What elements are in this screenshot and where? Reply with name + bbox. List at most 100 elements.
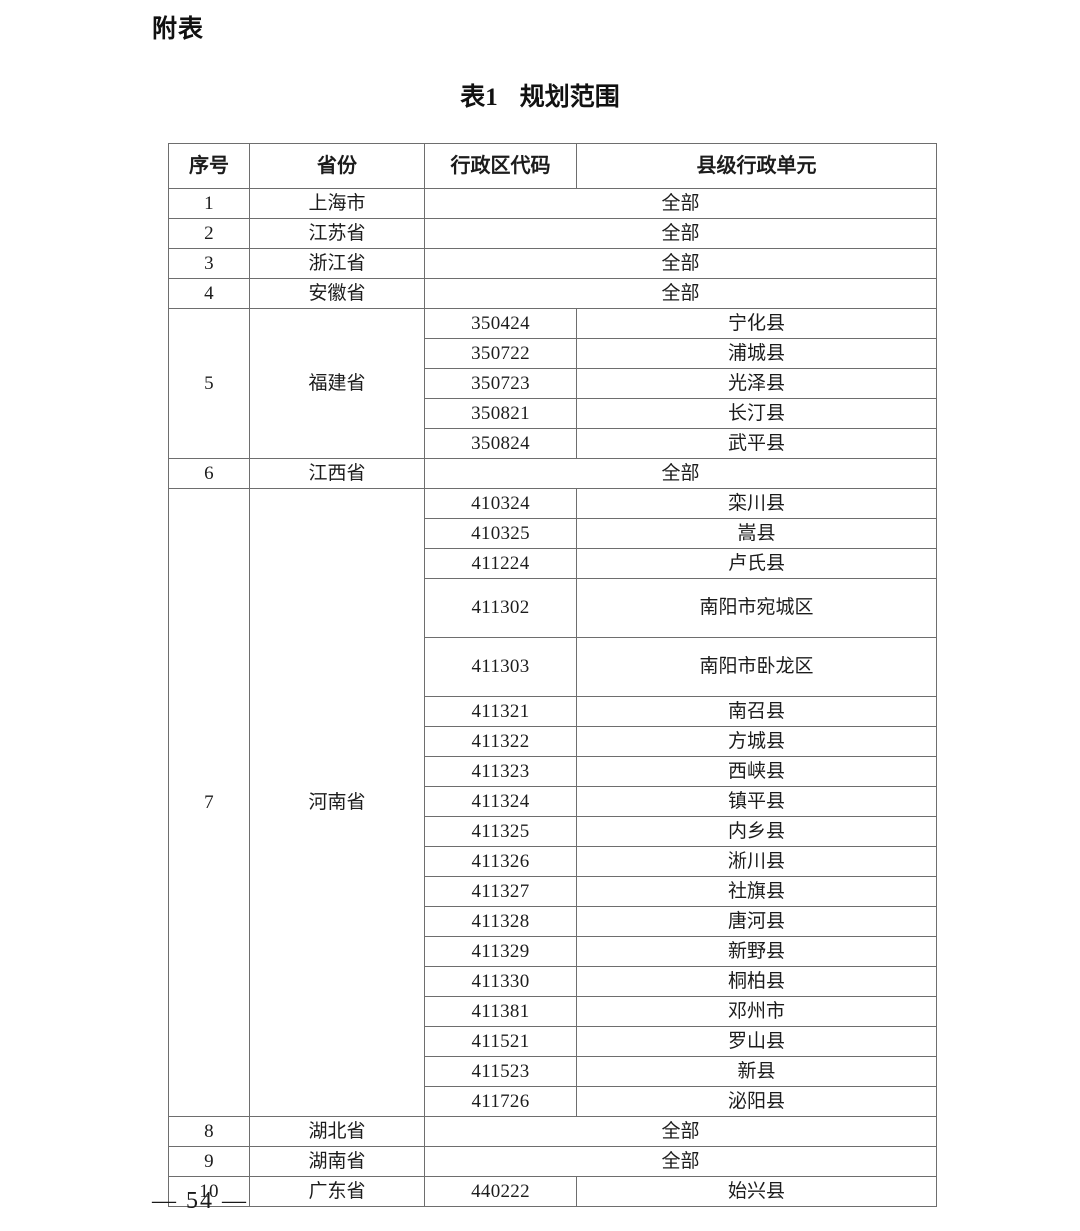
table-row: 4 安徽省 全部 bbox=[168, 278, 937, 309]
cell-admin-code: 350723 bbox=[424, 368, 577, 399]
cell-county-unit: 罗山县 bbox=[576, 1026, 937, 1057]
cell-county-unit: 光泽县 bbox=[576, 368, 937, 399]
cell-county-unit: 浦城县 bbox=[576, 338, 937, 369]
cell-admin-code: 411324 bbox=[424, 786, 577, 817]
cell-province: 江苏省 bbox=[249, 218, 425, 249]
cell-admin-code: 350824 bbox=[424, 428, 577, 459]
cell-county-unit: 唐河县 bbox=[576, 906, 937, 937]
cell-county-unit: 桐柏县 bbox=[576, 966, 937, 997]
cell-county-unit: 新野县 bbox=[576, 936, 937, 967]
table-row: 411303 南阳市卧龙区 bbox=[169, 637, 937, 697]
cell-admin-code: 411326 bbox=[424, 846, 577, 877]
column-header-seq: 序号 bbox=[168, 143, 250, 189]
cell-admin-code: 411726 bbox=[424, 1086, 577, 1117]
cell-province: 安徽省 bbox=[249, 278, 425, 309]
cell-seq: 4 bbox=[168, 278, 250, 309]
table-row: 350723 光泽县 bbox=[169, 368, 937, 399]
table-row: 9 湖南省 全部 bbox=[168, 1146, 937, 1177]
cell-county-unit: 镇平县 bbox=[576, 786, 937, 817]
table-caption: 表1 规划范围 bbox=[0, 80, 1080, 115]
table-row: 411324 镇平县 bbox=[169, 786, 937, 817]
cell-all-units: 全部 bbox=[424, 248, 937, 279]
table-row: 411726 泌阳县 bbox=[169, 1086, 937, 1117]
cell-admin-code: 411521 bbox=[424, 1026, 577, 1057]
table-caption-label: 表 bbox=[460, 83, 486, 111]
cell-seq: 2 bbox=[168, 218, 250, 249]
cell-seq: 3 bbox=[168, 248, 250, 279]
planning-range-table: 序号 省份 行政区代码 县级行政单元 1 上海市 全部 2 江苏省 全部 3 浙江省 全部 4 安徽… bbox=[168, 143, 937, 1207]
cell-all-units: 全部 bbox=[424, 1116, 937, 1147]
cell-admin-code: 411224 bbox=[424, 548, 577, 579]
page-number-footer: — 54 — bbox=[152, 1188, 248, 1214]
table-row: 411322 方城县 bbox=[169, 726, 937, 757]
cell-province: 上海市 bbox=[249, 188, 425, 219]
cell-county-unit: 嵩县 bbox=[576, 518, 937, 549]
table-row: 10 广东省 440222 始兴县 bbox=[168, 1176, 937, 1207]
cell-province: 福建省 bbox=[249, 308, 425, 459]
cell-county-unit: 内乡县 bbox=[576, 816, 937, 847]
cell-admin-code: 411323 bbox=[424, 756, 577, 787]
column-header-county-unit: 县级行政单元 bbox=[576, 143, 937, 189]
cell-seq: 6 bbox=[168, 458, 250, 489]
cell-county-unit: 社旗县 bbox=[576, 876, 937, 907]
cell-province: 浙江省 bbox=[249, 248, 425, 279]
cell-admin-code: 350722 bbox=[424, 338, 577, 369]
cell-all-units: 全部 bbox=[424, 458, 937, 489]
cell-admin-code: 411523 bbox=[424, 1056, 577, 1087]
cell-admin-code: 410324 bbox=[424, 488, 577, 519]
cell-county-unit: 武平县 bbox=[576, 428, 937, 459]
cell-county-unit: 新县 bbox=[576, 1056, 937, 1087]
cell-admin-code: 350821 bbox=[424, 398, 577, 429]
cell-admin-code: 411303 bbox=[424, 637, 577, 697]
table-row: 350824 武平县 bbox=[169, 428, 937, 459]
table-body: 1 上海市 全部 2 江苏省 全部 3 浙江省 全部 4 安徽省 全部 5 福建省 350424 宁化县 350… bbox=[168, 188, 937, 1207]
cell-admin-code: 410325 bbox=[424, 518, 577, 549]
table-row: 1 上海市 全部 bbox=[168, 188, 937, 219]
cell-county-unit: 宁化县 bbox=[576, 308, 937, 339]
column-header-admin-code: 行政区代码 bbox=[424, 143, 577, 189]
cell-province: 江西省 bbox=[249, 458, 425, 489]
cell-province: 广东省 bbox=[249, 1176, 425, 1207]
cell-county-unit: 南召县 bbox=[576, 696, 937, 727]
table-row: 411521 罗山县 bbox=[169, 1026, 937, 1057]
cell-seq: 1 bbox=[168, 188, 250, 219]
cell-county-unit: 邓州市 bbox=[576, 996, 937, 1027]
cell-all-units: 全部 bbox=[424, 1146, 937, 1177]
cell-county-unit: 方城县 bbox=[576, 726, 937, 757]
cell-county-unit: 淅川县 bbox=[576, 846, 937, 877]
cell-admin-code: 411321 bbox=[424, 696, 577, 727]
cell-all-units: 全部 bbox=[424, 278, 937, 309]
planning-range-table-wrap: 序号 省份 行政区代码 县级行政单元 1 上海市 全部 2 江苏省 全部 3 浙江省 全部 4 安徽… bbox=[168, 143, 937, 1207]
cell-admin-code: 411302 bbox=[424, 578, 577, 638]
table-row: 410325 嵩县 bbox=[169, 518, 937, 549]
cell-all-units: 全部 bbox=[424, 218, 937, 249]
cell-all-units: 全部 bbox=[424, 188, 937, 219]
cell-admin-code: 411327 bbox=[424, 876, 577, 907]
cell-county-unit: 西峡县 bbox=[576, 756, 937, 787]
cell-admin-code: 411381 bbox=[424, 996, 577, 1027]
table-row: 411328 唐河县 bbox=[169, 906, 937, 937]
cell-admin-code: 350424 bbox=[424, 308, 577, 339]
cell-county-unit: 泌阳县 bbox=[576, 1086, 937, 1117]
cell-seq: 9 bbox=[168, 1146, 250, 1177]
table-row: 7 河南省 410324 栾川县 bbox=[168, 488, 937, 1117]
cell-county-unit: 长汀县 bbox=[576, 398, 937, 429]
table-row: 3 浙江省 全部 bbox=[168, 248, 937, 279]
cell-province: 湖南省 bbox=[249, 1146, 425, 1177]
table-row: 2 江苏省 全部 bbox=[168, 218, 937, 249]
table-row: 411326 淅川县 bbox=[169, 846, 937, 877]
cell-admin-code: 411325 bbox=[424, 816, 577, 847]
cell-seq: 10 bbox=[168, 1176, 250, 1207]
table-header-row: 序号 省份 行政区代码 县级行政单元 bbox=[168, 143, 937, 189]
table-row: 411327 社旗县 bbox=[169, 876, 937, 907]
appendix-heading: 附表 bbox=[152, 15, 205, 43]
cell-province: 河南省 bbox=[249, 488, 425, 1117]
cell-admin-code: 411329 bbox=[424, 936, 577, 967]
cell-admin-code: 411328 bbox=[424, 906, 577, 937]
table-row: 350821 长汀县 bbox=[169, 398, 937, 429]
table-row: 8 湖北省 全部 bbox=[168, 1116, 937, 1147]
cell-county-unit: 南阳市卧龙区 bbox=[576, 637, 937, 697]
column-header-province: 省份 bbox=[249, 143, 425, 189]
table-row: 411224 卢氏县 bbox=[169, 548, 937, 579]
